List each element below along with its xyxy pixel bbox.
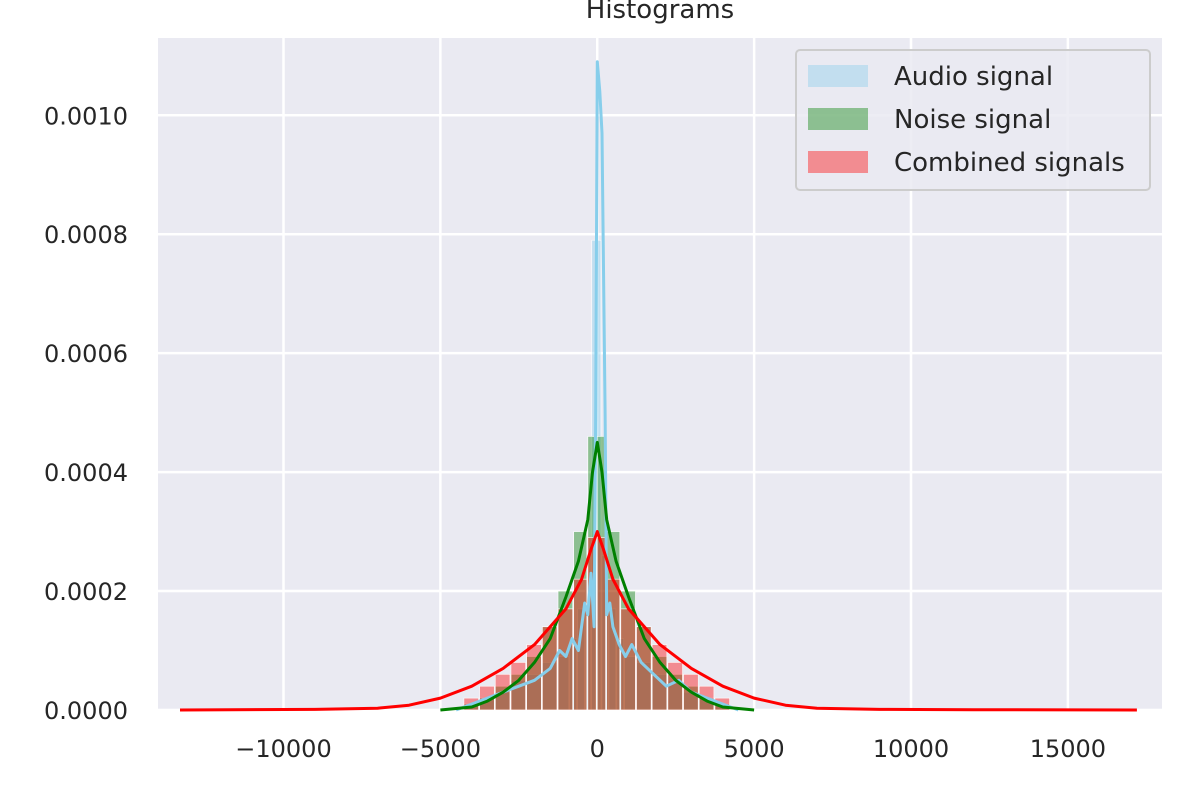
legend-label: Audio signal [894,62,1053,92]
legend-swatch [808,108,868,130]
histogram-bar [667,662,683,711]
legend: Audio signal Noise signal Combined signals [795,49,1151,191]
y-tick-label: 0.0010 [44,102,128,130]
legend-swatch [808,151,868,173]
x-tick-label: 5000 [724,735,785,763]
axis-ticks: −10000 −5000 0 5000 10000 15000 0.0000 0.0002 0.… [44,102,1106,763]
y-tick-label: 0.0000 [44,697,128,725]
density-line [179,530,1137,712]
histogram-bar [587,537,597,711]
histogram-bar [557,608,574,711]
legend-label: Noise signal [894,105,1051,135]
legend-box [795,49,1151,191]
x-tick-label: 15000 [1030,735,1106,763]
y-tick-label: 0.0004 [44,459,128,487]
density-line [455,60,739,712]
legend-label: Combined signals [894,148,1125,178]
y-tick-label: 0.0002 [44,578,128,606]
y-tick-label: 0.0008 [44,221,128,249]
histogram-bar [620,608,636,711]
x-tick-label: −10000 [235,735,331,763]
histogram-bar [596,537,606,711]
x-tick-label: −5000 [400,735,481,763]
histogram-bars [463,239,730,711]
legend-swatch [808,65,868,87]
density-curves [179,60,1137,712]
y-tick-label: 0.0006 [44,340,128,368]
x-tick-label: 0 [590,735,605,763]
x-tick-label: 10000 [873,735,949,763]
histogram-bar [616,638,625,711]
chart-title: Histograms [586,0,734,25]
density-line [440,440,755,712]
